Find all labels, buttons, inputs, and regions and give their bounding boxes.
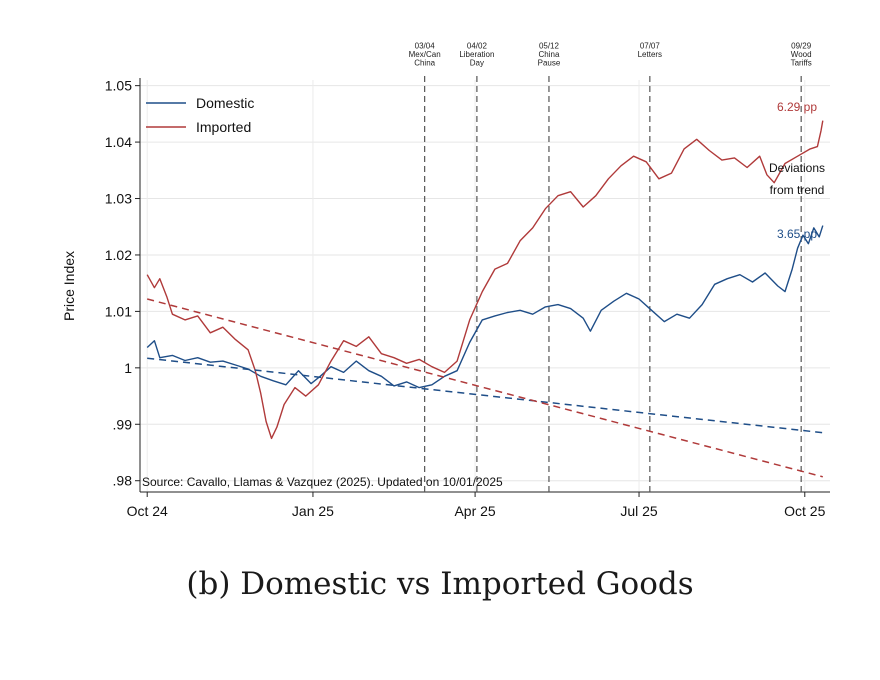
event-label: China (414, 59, 435, 68)
event-label: Mex/Can (409, 50, 441, 59)
legend-label: Imported (196, 119, 251, 135)
price-index-chart: .98 .99 1 1.01 1.02 1.03 1.04 1.05 Oct 24 Jan 25 A… (61, 42, 830, 519)
y-tick-label: 1.02 (105, 247, 132, 263)
event-label: Day (470, 59, 484, 68)
trend-line (147, 298, 823, 478)
x-tick-label: Oct 25 (784, 503, 825, 519)
figure-caption: (b) Domestic vs Imported Goods (186, 566, 694, 602)
y-tick-label: 1.05 (105, 78, 132, 94)
event-label: China (539, 50, 560, 59)
y-tick-label: .99 (113, 416, 133, 432)
chart-panel: .98 .99 1 1.01 1.02 1.03 1.04 1.05 Oct 24 Jan 25 A… (40, 40, 840, 540)
domestic-deviation-label: 3.65 pp (777, 227, 817, 241)
x-tick-label: Jan 25 (292, 503, 334, 519)
event-label: Pause (538, 59, 561, 68)
deviation-title: from trend (770, 183, 825, 197)
y-tick-label: 1.03 (105, 191, 132, 207)
x-tick-label: Jul 25 (620, 503, 658, 519)
x-tick-label: Apr 25 (454, 503, 495, 519)
series-line (146, 225, 824, 389)
event-label: 05/12 (539, 42, 560, 51)
y-tick-label: 1.01 (105, 303, 132, 319)
legend-label: Domestic (196, 95, 254, 111)
y-tick-label: .98 (113, 473, 133, 489)
event-label: Letters (638, 50, 662, 59)
deviation-title: Deviations (769, 161, 825, 175)
series-line (146, 120, 824, 440)
trend-line (147, 357, 823, 434)
event-label: Wood (791, 50, 812, 59)
imported-deviation-label: 6.29 pp (777, 100, 817, 114)
y-tick-label: 1.04 (105, 134, 132, 150)
event-label: Tariffs (791, 59, 812, 68)
x-tick-label: Oct 24 (127, 503, 168, 519)
event-label: Liberation (459, 50, 494, 59)
y-axis-title: Price Index (61, 251, 77, 321)
event-label: 04/02 (467, 42, 488, 51)
event-label: 09/29 (791, 42, 812, 51)
event-label: 07/07 (640, 42, 661, 51)
event-label: 03/04 (415, 42, 436, 51)
source-note: Source: Cavallo, Llamas & Vazquez (2025)… (142, 475, 503, 489)
y-tick-label: 1 (124, 360, 132, 376)
